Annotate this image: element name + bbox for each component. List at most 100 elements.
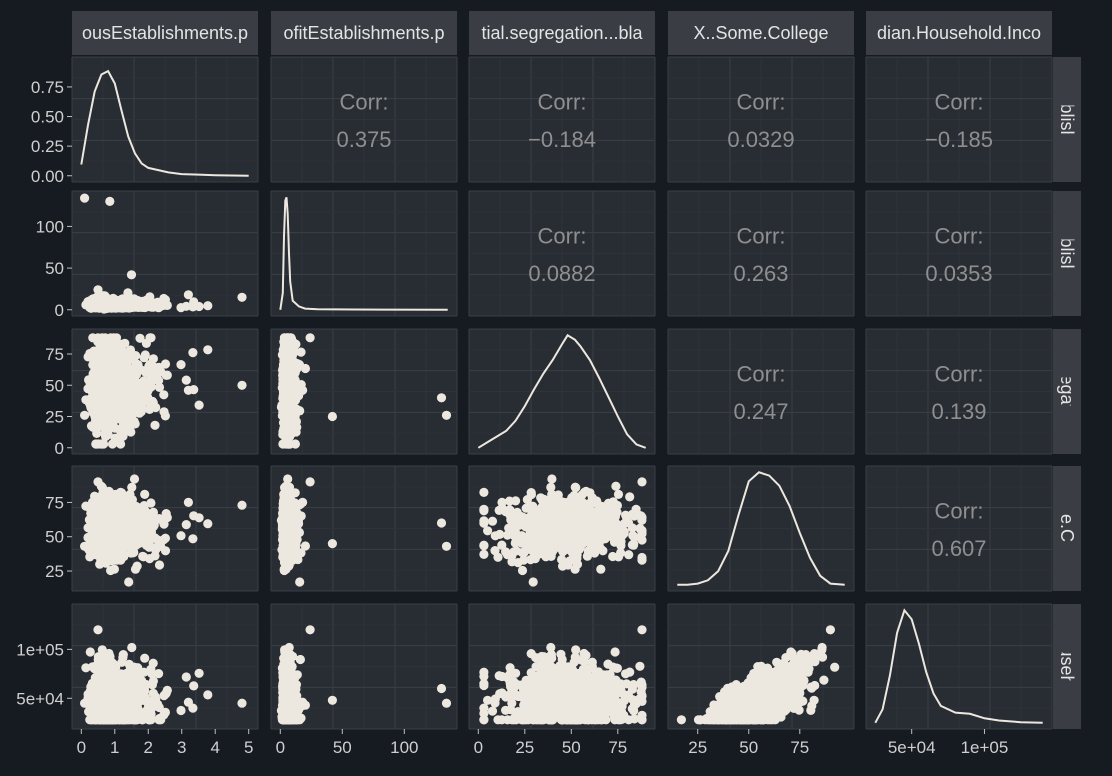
scatter-point — [578, 510, 588, 520]
scatter-point — [529, 522, 539, 532]
scatter-point — [327, 411, 337, 422]
scatter-point — [286, 524, 296, 534]
scatter-point — [123, 384, 133, 394]
scatter-point — [154, 362, 164, 372]
scatter-point — [290, 488, 300, 498]
scatter-point — [294, 500, 304, 510]
scatter-point — [627, 540, 638, 550]
scatter-point — [162, 370, 172, 380]
scatter-point — [162, 512, 172, 523]
scatter-point — [278, 522, 288, 532]
scatter-point — [281, 481, 291, 491]
scatter-point — [436, 518, 447, 528]
scatter-point — [105, 196, 115, 206]
scatter-point — [176, 705, 186, 716]
corr-label: Corr: — [538, 90, 587, 115]
scatter-point — [507, 551, 517, 561]
panel-r0-c0 — [71, 56, 259, 183]
scatter-point — [145, 333, 155, 343]
scatter-point — [100, 429, 110, 439]
scatter-point — [577, 490, 587, 500]
scatter-point — [509, 518, 519, 528]
scatter-point — [181, 301, 191, 311]
scatter-point — [637, 525, 647, 536]
scatter-point — [237, 380, 247, 390]
scatter-point — [598, 511, 608, 522]
scatter-point — [118, 394, 128, 404]
scatter-point — [479, 516, 489, 526]
density-curve — [477, 333, 647, 449]
scatter-point — [327, 539, 337, 549]
density-curve — [80, 69, 249, 177]
scatter-point — [107, 351, 117, 361]
scatter-point — [624, 550, 634, 560]
scatter-point — [296, 548, 306, 558]
scatter-point — [494, 505, 504, 515]
scatter-point — [144, 380, 154, 390]
scatter-point — [510, 538, 520, 548]
scatter-point — [596, 501, 606, 511]
scatter-point — [289, 346, 299, 356]
panel-r3-c4: Corr:0.607 — [865, 465, 1053, 592]
scatter-point — [116, 439, 126, 449]
scatter-point — [286, 386, 296, 396]
scatter-point — [541, 552, 551, 562]
scatter-point — [154, 539, 164, 550]
scatter-point — [285, 551, 295, 561]
scatter-point — [91, 405, 101, 415]
scatter-point — [278, 368, 288, 378]
scatter-point — [154, 382, 165, 392]
scatter-point — [479, 540, 489, 550]
scatter-point — [611, 481, 621, 491]
scatter-point — [295, 577, 305, 587]
scatter-point — [585, 488, 595, 498]
scatter-point — [305, 477, 315, 487]
corr-label: Corr: — [935, 90, 984, 115]
scatter-point — [281, 350, 291, 360]
scatter-point — [116, 488, 127, 498]
corr-label: Corr: — [737, 90, 786, 115]
scatter-point — [479, 487, 489, 497]
scatter-point — [95, 519, 105, 530]
scatter-point — [150, 551, 160, 561]
scatter-point — [291, 339, 301, 349]
scatter-point — [176, 531, 186, 541]
scatter-point — [637, 535, 647, 545]
scatter-point — [237, 292, 247, 302]
scatter-point — [138, 552, 149, 562]
scatter-point — [126, 539, 137, 549]
scatter-point — [548, 518, 558, 528]
panel-r0-c1: Corr:0.375 — [270, 56, 458, 183]
scatter-point — [280, 539, 290, 550]
scatter-point — [183, 290, 193, 300]
scatter-point — [94, 301, 104, 312]
scatter-point — [116, 295, 127, 305]
scatter-point — [116, 405, 126, 416]
scatter-point — [519, 513, 529, 523]
panel-r2-c2 — [468, 328, 656, 455]
scatter-point — [517, 565, 528, 576]
scatter-point — [622, 512, 632, 523]
scatter-point — [479, 506, 489, 516]
corr-value: 0.607 — [931, 536, 986, 561]
scatter-point — [441, 410, 452, 420]
scatter-point — [568, 539, 578, 550]
scatter-point — [565, 556, 575, 566]
scatter-point — [617, 530, 627, 541]
scatter-point — [570, 547, 580, 558]
corr-label: Corr: — [538, 224, 587, 249]
scatter-point — [129, 474, 140, 484]
panel-r2-c0 — [71, 328, 259, 455]
corr-label: Corr: — [737, 224, 786, 249]
scatter-point — [95, 502, 105, 512]
scatter-point — [105, 518, 115, 528]
scatter-point — [99, 346, 109, 356]
scatter-point — [150, 370, 160, 380]
scatter-point — [94, 510, 104, 520]
scatter-point — [537, 536, 547, 546]
scatter-point — [117, 339, 127, 349]
scatter-point — [570, 564, 580, 574]
scatter-point — [103, 380, 113, 390]
scatter-point — [293, 516, 303, 526]
scatter-point — [110, 500, 120, 510]
